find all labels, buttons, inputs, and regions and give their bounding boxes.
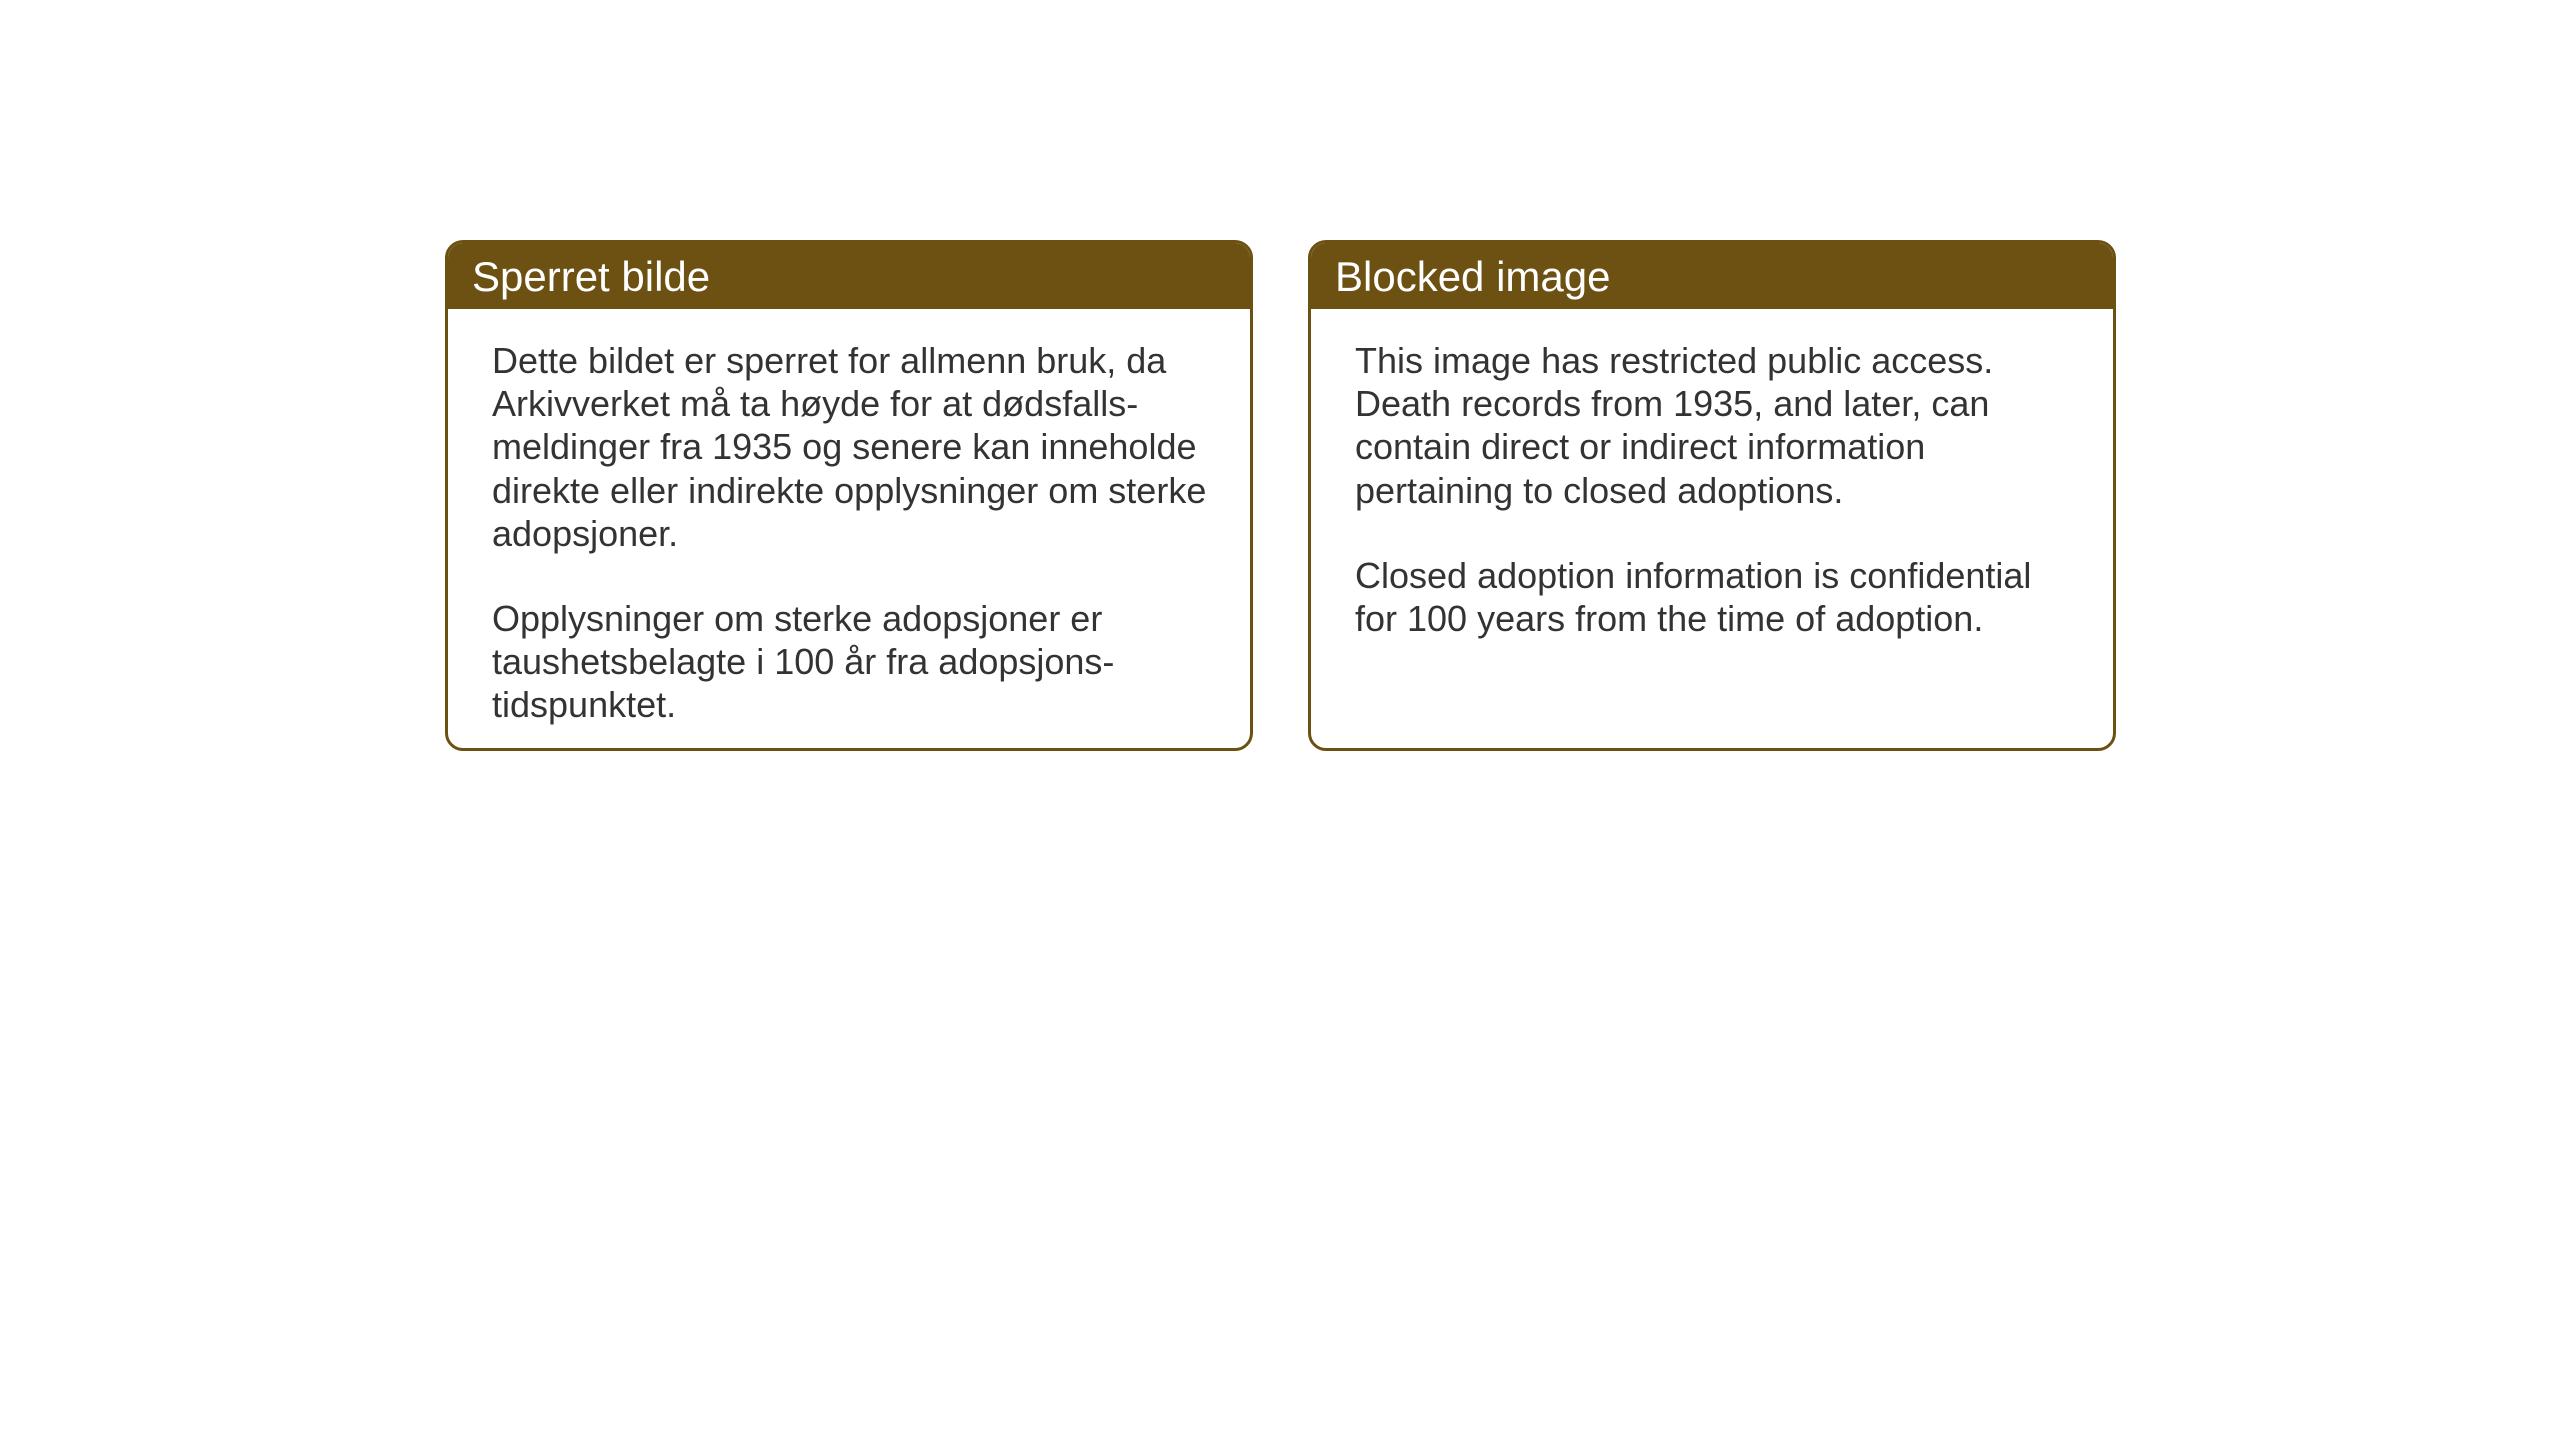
english-paragraph-2: Closed adoption information is confident… <box>1355 554 2073 640</box>
english-panel: Blocked image This image has restricted … <box>1308 240 2116 751</box>
english-panel-title: Blocked image <box>1311 243 2113 309</box>
english-panel-body: This image has restricted public access.… <box>1311 309 2113 670</box>
norwegian-paragraph-2: Opplysninger om sterke adopsjoner er tau… <box>492 597 1210 727</box>
norwegian-panel-body: Dette bildet er sperret for allmenn bruk… <box>448 309 1250 751</box>
norwegian-panel: Sperret bilde Dette bildet er sperret fo… <box>445 240 1253 751</box>
panels-container: Sperret bilde Dette bildet er sperret fo… <box>445 240 2116 751</box>
english-paragraph-1: This image has restricted public access.… <box>1355 339 2073 512</box>
norwegian-paragraph-1: Dette bildet er sperret for allmenn bruk… <box>492 339 1210 555</box>
norwegian-panel-title: Sperret bilde <box>448 243 1250 309</box>
